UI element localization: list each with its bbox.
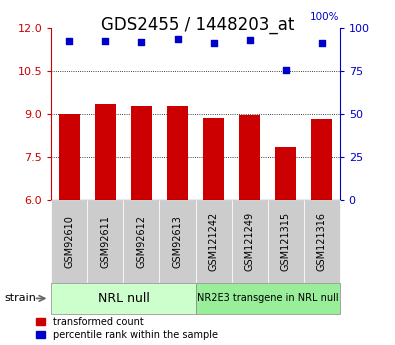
- Bar: [58, 114, 80, 200]
- Text: GSM92613: GSM92613: [173, 215, 182, 268]
- Legend: transformed count, percentile rank within the sample: transformed count, percentile rank withi…: [36, 317, 218, 340]
- Text: GSM121242: GSM121242: [209, 212, 218, 271]
- Bar: [167, 106, 188, 200]
- Bar: [95, 104, 116, 200]
- Point: [211, 41, 217, 46]
- Point: [66, 38, 73, 43]
- Point: [282, 67, 289, 73]
- Text: GSM121249: GSM121249: [245, 212, 255, 271]
- Bar: [203, 118, 224, 200]
- Text: GSM92610: GSM92610: [64, 215, 74, 268]
- Text: GSM92612: GSM92612: [136, 215, 147, 268]
- Point: [246, 37, 253, 43]
- Point: [318, 40, 325, 46]
- Text: NR2E3 transgene in NRL null: NR2E3 transgene in NRL null: [197, 294, 339, 303]
- Text: GSM92611: GSM92611: [100, 215, 111, 268]
- Bar: [275, 147, 296, 200]
- Text: 100%: 100%: [310, 12, 340, 21]
- Text: strain: strain: [4, 294, 36, 303]
- Bar: [239, 115, 260, 200]
- Bar: [131, 106, 152, 200]
- Bar: [311, 119, 333, 200]
- Text: GSM121315: GSM121315: [280, 212, 291, 271]
- Point: [138, 39, 145, 45]
- Text: GSM121316: GSM121316: [317, 212, 327, 271]
- Point: [174, 36, 181, 42]
- Text: GDS2455 / 1448203_at: GDS2455 / 1448203_at: [101, 16, 294, 33]
- Point: [102, 38, 109, 43]
- Text: NRL null: NRL null: [98, 292, 149, 305]
